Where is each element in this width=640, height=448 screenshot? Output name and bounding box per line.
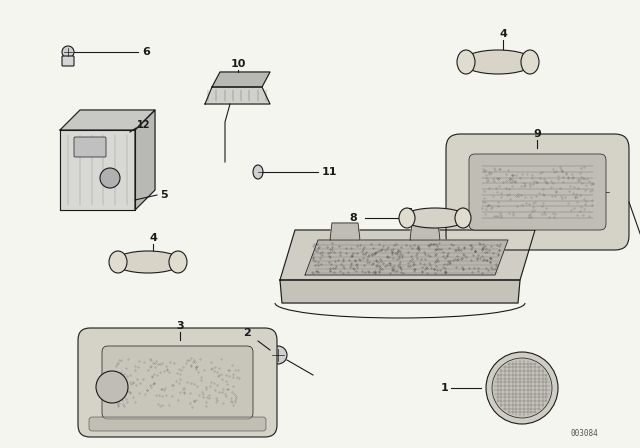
FancyBboxPatch shape — [74, 137, 106, 157]
Text: 3: 3 — [176, 321, 184, 331]
Ellipse shape — [521, 50, 539, 74]
Circle shape — [96, 371, 128, 403]
Text: 4: 4 — [149, 233, 157, 243]
Text: 10: 10 — [230, 59, 246, 69]
FancyBboxPatch shape — [446, 134, 629, 250]
Circle shape — [492, 358, 552, 418]
Text: 12: 12 — [137, 120, 150, 130]
Polygon shape — [280, 230, 535, 280]
Circle shape — [102, 377, 122, 397]
Polygon shape — [212, 72, 270, 87]
Circle shape — [100, 168, 120, 188]
Ellipse shape — [399, 208, 415, 228]
Text: 6: 6 — [142, 47, 150, 57]
Polygon shape — [135, 110, 155, 210]
Text: 8: 8 — [349, 213, 357, 223]
Polygon shape — [410, 223, 440, 240]
Polygon shape — [205, 87, 270, 104]
Circle shape — [102, 170, 118, 186]
Circle shape — [595, 184, 611, 200]
Polygon shape — [330, 223, 360, 240]
Text: 7: 7 — [404, 208, 412, 218]
FancyBboxPatch shape — [102, 346, 253, 419]
Polygon shape — [60, 110, 155, 130]
Polygon shape — [60, 130, 135, 210]
FancyBboxPatch shape — [62, 56, 74, 66]
Ellipse shape — [457, 50, 475, 74]
FancyBboxPatch shape — [89, 417, 266, 431]
Polygon shape — [305, 240, 508, 275]
FancyBboxPatch shape — [469, 154, 606, 230]
Ellipse shape — [455, 208, 471, 228]
Ellipse shape — [253, 165, 263, 179]
Circle shape — [486, 352, 558, 424]
FancyBboxPatch shape — [78, 328, 277, 437]
Text: 11: 11 — [322, 167, 337, 177]
Text: 5: 5 — [160, 190, 168, 200]
Text: 1: 1 — [440, 383, 448, 393]
Circle shape — [62, 46, 74, 58]
Polygon shape — [280, 280, 520, 303]
Text: 2: 2 — [243, 328, 251, 338]
Ellipse shape — [169, 251, 187, 273]
Ellipse shape — [462, 50, 534, 74]
Circle shape — [240, 380, 254, 394]
Text: 003084: 003084 — [570, 429, 598, 438]
Text: 9: 9 — [533, 129, 541, 139]
Ellipse shape — [114, 251, 182, 273]
Circle shape — [269, 346, 287, 364]
Ellipse shape — [109, 251, 127, 273]
Text: 4: 4 — [499, 29, 507, 39]
Ellipse shape — [403, 208, 467, 228]
